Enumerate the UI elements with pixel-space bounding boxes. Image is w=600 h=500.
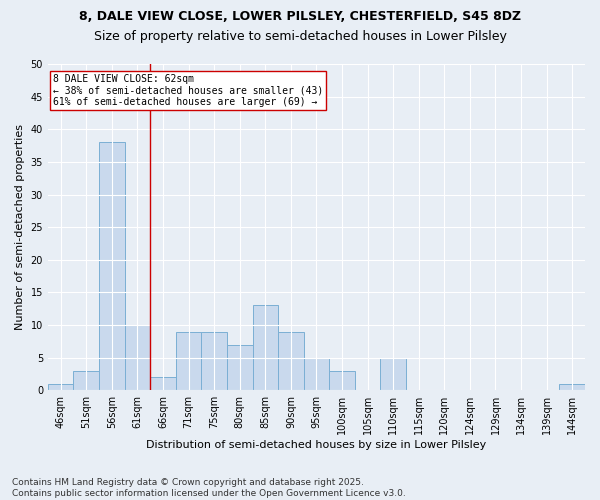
Bar [304,358,329,390]
Bar [329,371,355,390]
Bar [48,384,73,390]
Bar [278,332,304,390]
Bar [150,378,176,390]
Bar [176,332,202,390]
Bar [99,142,125,390]
Y-axis label: Number of semi-detached properties: Number of semi-detached properties [15,124,25,330]
X-axis label: Distribution of semi-detached houses by size in Lower Pilsley: Distribution of semi-detached houses by … [146,440,487,450]
Bar [559,384,585,390]
Text: Contains HM Land Registry data © Crown copyright and database right 2025.
Contai: Contains HM Land Registry data © Crown c… [12,478,406,498]
Text: Size of property relative to semi-detached houses in Lower Pilsley: Size of property relative to semi-detach… [94,30,506,43]
Text: 8, DALE VIEW CLOSE, LOWER PILSLEY, CHESTERFIELD, S45 8DZ: 8, DALE VIEW CLOSE, LOWER PILSLEY, CHEST… [79,10,521,23]
Bar [253,306,278,390]
Text: 8 DALE VIEW CLOSE: 62sqm
← 38% of semi-detached houses are smaller (43)
61% of s: 8 DALE VIEW CLOSE: 62sqm ← 38% of semi-d… [53,74,323,107]
Bar [227,344,253,391]
Bar [202,332,227,390]
Bar [380,358,406,390]
Bar [125,325,150,390]
Bar [73,371,99,390]
